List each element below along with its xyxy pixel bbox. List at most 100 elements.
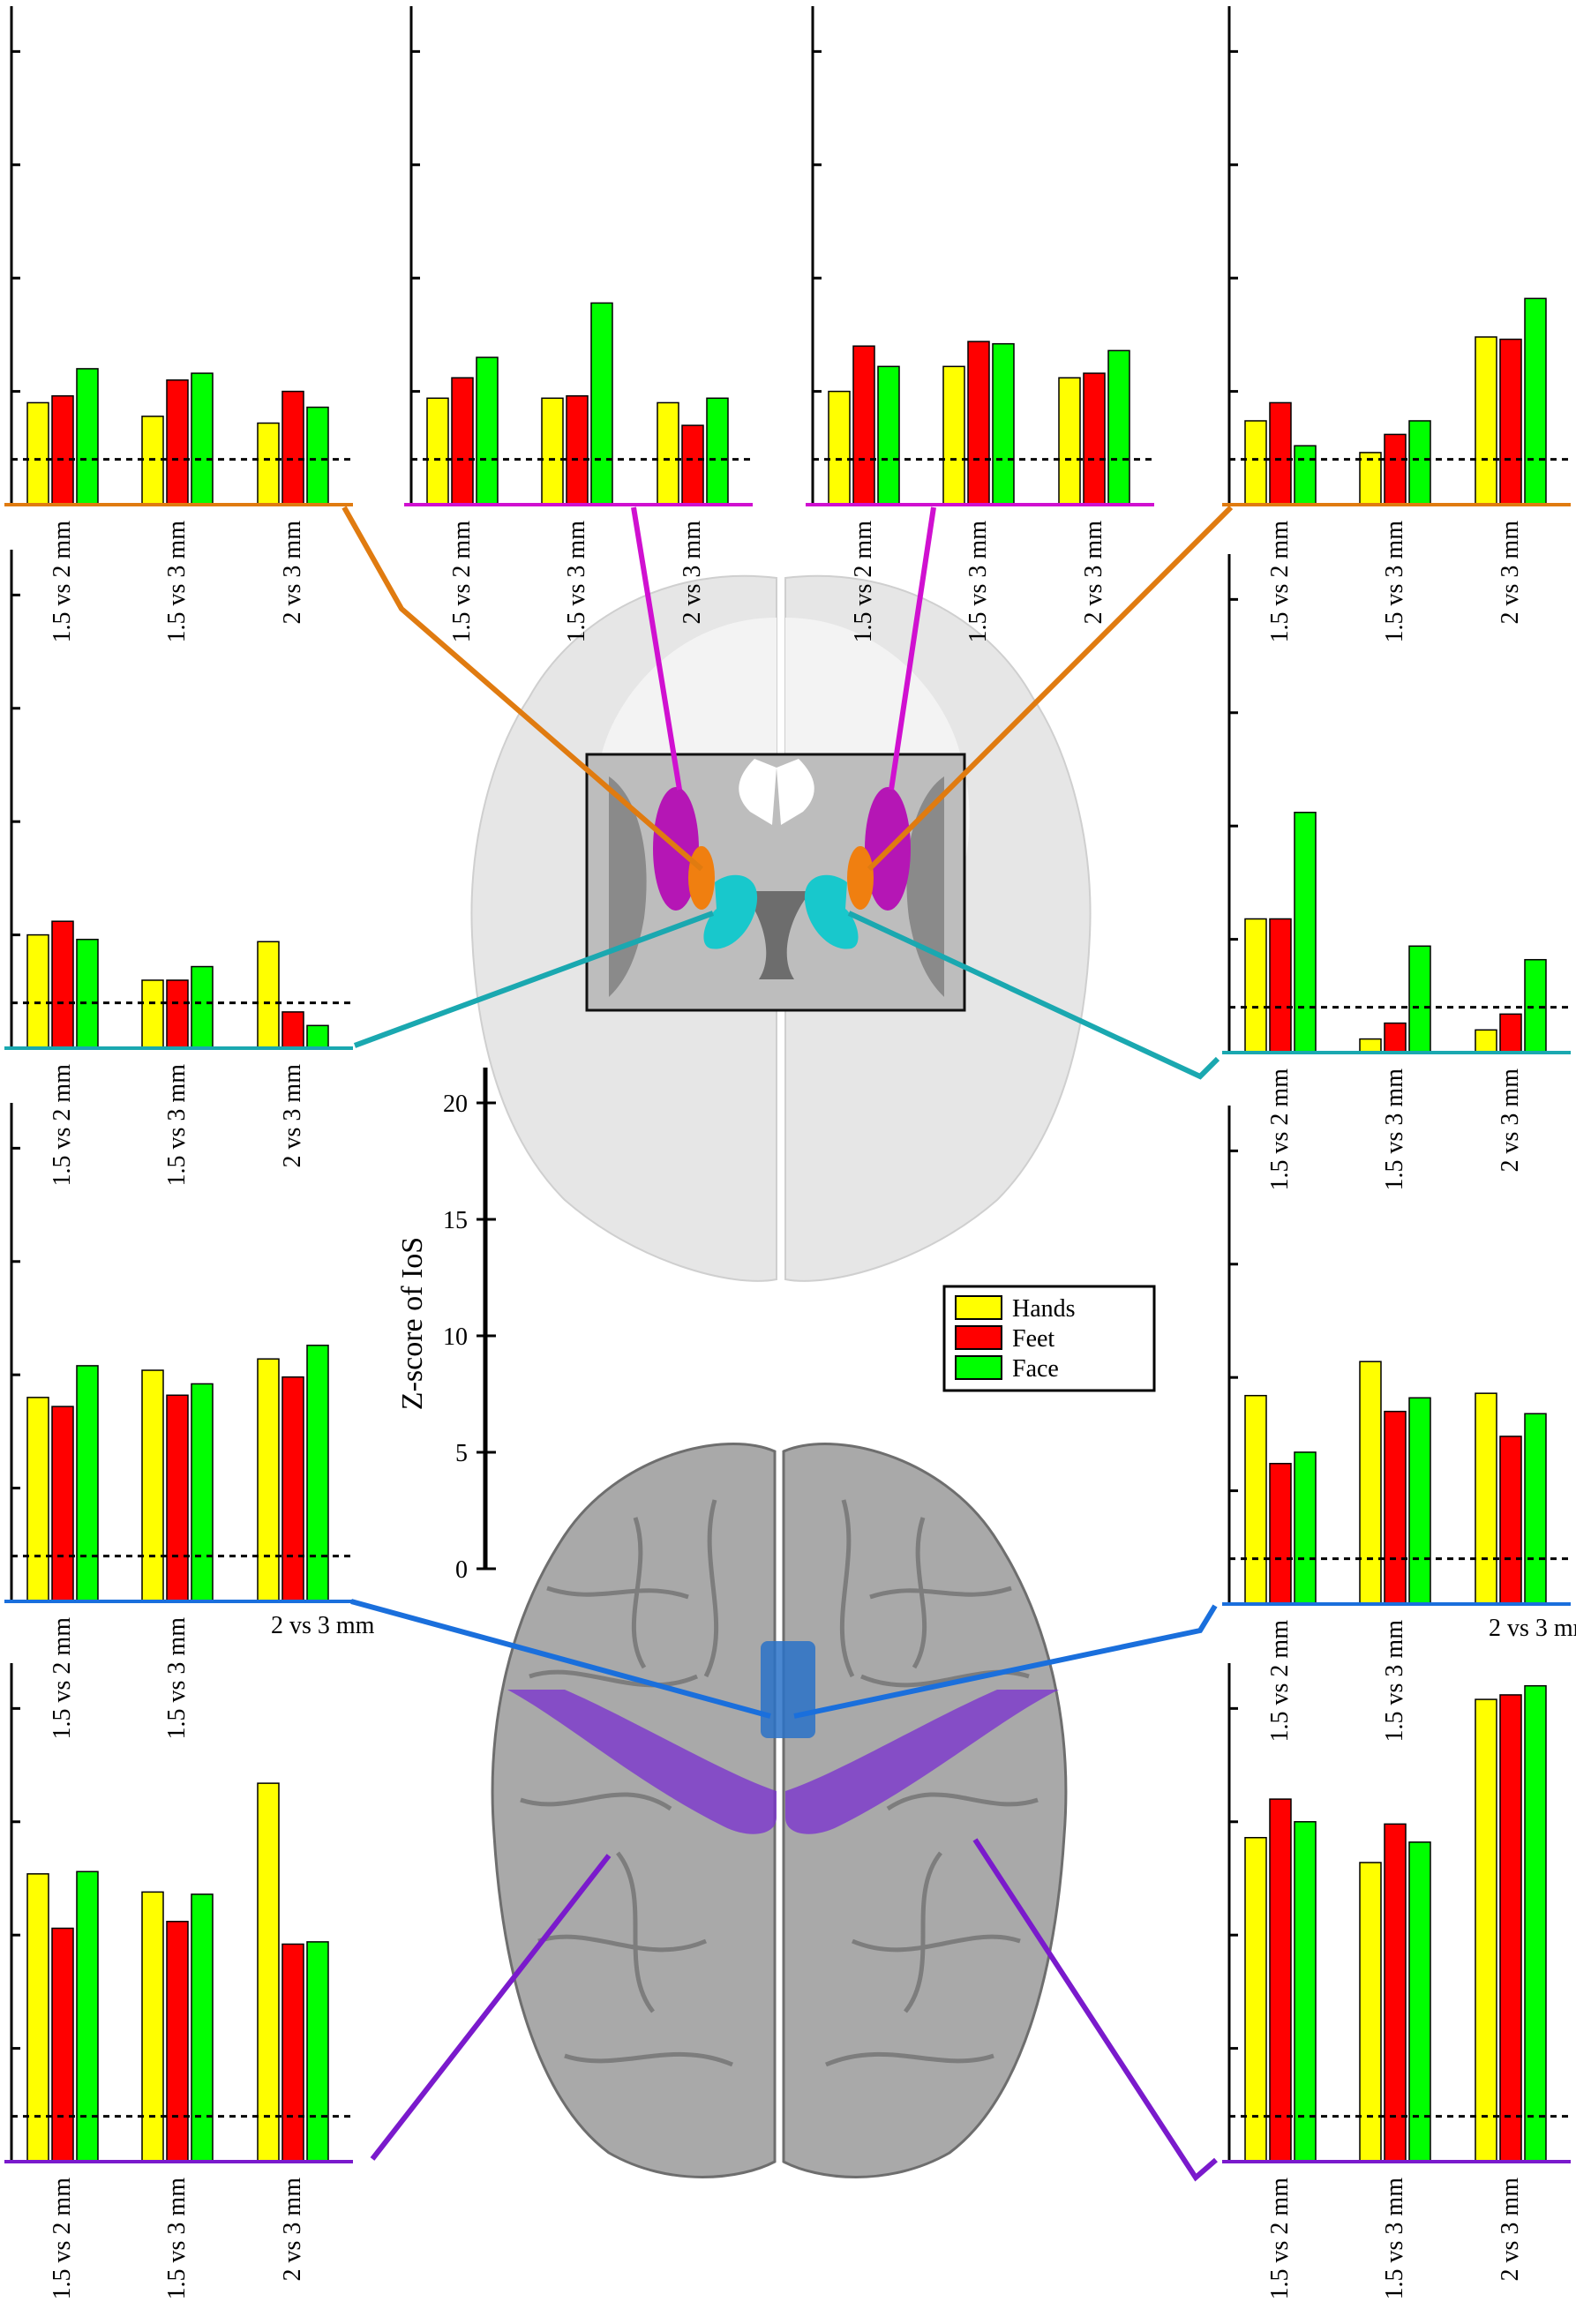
category-label: 1.5 vs 2 mm bbox=[1266, 1620, 1294, 1743]
bar-hands-3 bbox=[257, 1358, 280, 1602]
colorbar-tick-label: 15 bbox=[443, 1207, 468, 1234]
colorbar-tick-label: 10 bbox=[443, 1323, 468, 1351]
category-label: 2 vs 3 mm bbox=[1497, 2178, 1524, 2282]
legend-swatch-face bbox=[955, 1355, 1002, 1380]
bar-hands-1 bbox=[828, 390, 851, 506]
category-label: 1.5 vs 3 mm bbox=[1381, 521, 1408, 643]
bar-hands-2 bbox=[1359, 1361, 1382, 1605]
legend-swatch-feet bbox=[955, 1325, 1002, 1350]
bar-face-1 bbox=[476, 356, 499, 506]
bar-feet-1 bbox=[1269, 1463, 1292, 1605]
bar-face-1 bbox=[76, 938, 99, 1049]
bar-feet-1 bbox=[51, 920, 74, 1049]
bar-face-2 bbox=[191, 1893, 214, 2163]
bar-hands-1 bbox=[426, 397, 449, 506]
bar-hands-2 bbox=[141, 1891, 164, 2163]
connector-sma-left bbox=[350, 1599, 771, 1719]
bar-hands-1 bbox=[1244, 1394, 1267, 1605]
category-label: 2 vs 3 mm bbox=[1080, 521, 1107, 625]
sma-region-shape bbox=[761, 1641, 815, 1738]
bar-hands-2 bbox=[1359, 1862, 1382, 2163]
bar-feet-3 bbox=[281, 1376, 304, 1602]
category-label: 2 vs 3 mm bbox=[1497, 521, 1524, 625]
bar-feet-3 bbox=[1499, 1436, 1522, 1605]
chart-panel-3: 1.5 vs 2 mm 1.5 vs 3 mm 2 vs 3 mm bbox=[806, 6, 1154, 642]
connector-pallidum-right bbox=[889, 506, 936, 791]
bar-face-1 bbox=[76, 1870, 99, 2163]
legend: Hands Feet Face bbox=[942, 1285, 1156, 1392]
category-label: 1.5 vs 2 mm bbox=[850, 521, 877, 643]
bar-feet-2 bbox=[166, 379, 189, 506]
bar-face-1 bbox=[877, 365, 900, 506]
bar-feet-3 bbox=[1499, 338, 1522, 506]
bar-feet-2 bbox=[566, 394, 589, 506]
category-label: 1.5 vs 2 mm bbox=[1266, 2178, 1294, 2300]
connector-m1-right bbox=[972, 1838, 1218, 2182]
m1-region-right-shape bbox=[785, 1690, 1059, 1834]
bar-hands-1 bbox=[26, 1873, 49, 2163]
bar-hands-1 bbox=[1244, 918, 1267, 1053]
colorbar-tick-label: 20 bbox=[443, 1091, 468, 1118]
connector-lines bbox=[341, 505, 1234, 2182]
chart-panel-5: 1.5 vs 2 mm 1.5 vs 3 mm 2 vs 3 mm bbox=[4, 550, 353, 1186]
colorbar: 0 5 10 15 20 Z-score of IoS bbox=[396, 1068, 496, 1584]
connector-putamen-right bbox=[867, 505, 1234, 872]
bar-face-1 bbox=[1294, 812, 1317, 1053]
bar-hands-3 bbox=[257, 941, 280, 1049]
category-label: 1.5 vs 2 mm bbox=[49, 1617, 76, 1740]
category-label: 1.5 vs 3 mm bbox=[163, 2178, 191, 2300]
bar-hands-1 bbox=[26, 933, 49, 1049]
chart-panel-4: 1.5 vs 2 mm 1.5 vs 3 mm 2 vs 3 mm bbox=[1222, 6, 1571, 642]
category-label: 1.5 vs 3 mm bbox=[1381, 1620, 1408, 1743]
thalamus-right-shape bbox=[804, 874, 859, 949]
bar-feet-2 bbox=[166, 1394, 189, 1602]
bar-face-3 bbox=[1524, 1684, 1547, 2163]
category-label: 1.5 vs 2 mm bbox=[1266, 1068, 1294, 1191]
bar-hands-3 bbox=[1475, 1392, 1497, 1605]
connector-thalamus-right bbox=[847, 911, 1220, 1080]
bar-face-3 bbox=[1524, 297, 1547, 506]
category-label: 2 vs 3 mm bbox=[279, 521, 306, 625]
bar-face-2 bbox=[1408, 945, 1431, 1053]
bar-hands-2 bbox=[1359, 1038, 1382, 1053]
chart-panel-6: 1.5 vs 2 mm 1.5 vs 3 mm 2 vs 3 mm bbox=[1222, 554, 1571, 1190]
bar-face-3 bbox=[1524, 1413, 1547, 1605]
bar-face-3 bbox=[1107, 349, 1130, 506]
bar-feet-2 bbox=[166, 979, 189, 1049]
category-label: 2 vs 3 mm bbox=[271, 1612, 375, 1639]
connector-pallidum-left bbox=[631, 506, 682, 791]
bar-face-2 bbox=[191, 372, 214, 506]
bar-feet-2 bbox=[166, 1921, 189, 2163]
connector-sma-right bbox=[793, 1604, 1218, 1719]
m1-region-left-shape bbox=[507, 1690, 777, 1834]
connector-m1-left bbox=[370, 1854, 612, 2161]
connector-thalamus-left bbox=[353, 911, 715, 1048]
category-label: 1.5 vs 3 mm bbox=[964, 521, 992, 643]
bar-hands-3 bbox=[657, 401, 679, 506]
bar-hands-2 bbox=[141, 979, 164, 1049]
bar-feet-1 bbox=[852, 345, 875, 506]
chart-panel-2: 1.5 vs 2 mm 1.5 vs 3 mm 2 vs 3 mm bbox=[404, 6, 753, 642]
bar-face-3 bbox=[306, 1024, 329, 1049]
pallidum-right-shape bbox=[847, 846, 874, 910]
bar-hands-1 bbox=[1244, 1837, 1267, 2163]
bar-face-2 bbox=[590, 302, 613, 506]
bar-feet-3 bbox=[681, 424, 704, 506]
bar-hands-3 bbox=[1475, 336, 1497, 506]
bar-feet-2 bbox=[1384, 1410, 1407, 1605]
chart-panel-8: 1.5 vs 2 mm 1.5 vs 3 mm 2 vs 3 mm bbox=[1222, 1106, 1576, 1742]
bar-feet-1 bbox=[1269, 918, 1292, 1053]
bar-hands-3 bbox=[1058, 377, 1081, 506]
thalamus-left-shape bbox=[703, 874, 758, 949]
bar-hands-3 bbox=[257, 1782, 280, 2163]
bar-face-2 bbox=[1408, 1397, 1431, 1605]
bar-feet-1 bbox=[51, 394, 74, 506]
bar-face-3 bbox=[706, 397, 729, 506]
bar-feet-1 bbox=[451, 377, 474, 506]
bar-feet-3 bbox=[281, 390, 304, 506]
category-label: 1.5 vs 3 mm bbox=[163, 1064, 191, 1187]
bar-feet-2 bbox=[967, 341, 990, 506]
colorbar-tick-label: 0 bbox=[455, 1556, 468, 1584]
bar-hands-3 bbox=[1475, 1029, 1497, 1053]
